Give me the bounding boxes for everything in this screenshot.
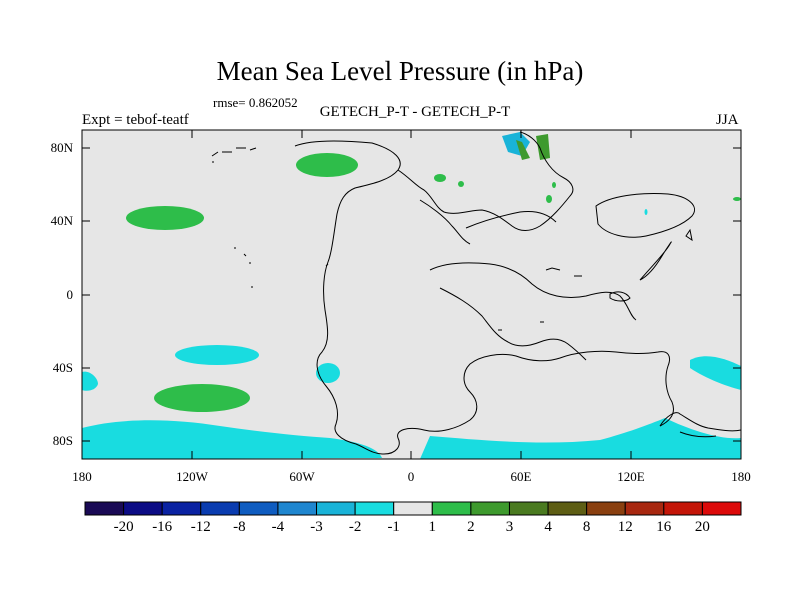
colorbar-label: 8 — [582, 519, 591, 535]
southern-ocean-negative-east — [420, 418, 741, 459]
colorbar-box — [431, 501, 472, 516]
coastline-arctic-dashes — [211, 147, 257, 163]
colorbar-box — [238, 501, 279, 516]
colorbar-label: -2 — [348, 519, 362, 535]
y-tick-label: 80S — [52, 433, 73, 448]
south-atlantic-negative — [316, 363, 340, 383]
season-label: JJA — [716, 112, 739, 128]
colorbar-label: -16 — [152, 519, 173, 535]
x-tick-label: 120E — [617, 469, 645, 484]
southwest-negative-left — [82, 371, 98, 391]
colorbar-label: -8 — [233, 519, 246, 535]
colorbar-label: -4 — [271, 519, 285, 535]
coastline-west — [294, 140, 674, 455]
experiment-label: Expt = tebof-teatf — [82, 112, 189, 128]
colorbar-label: 2 — [467, 519, 475, 535]
coastline-gulf — [419, 199, 471, 245]
colorbar-label: 1 — [428, 519, 437, 535]
y-tick-label: 0 — [66, 287, 74, 302]
colorbar-box — [470, 501, 510, 516]
tick-marks — [81, 130, 742, 459]
colorbar-box — [547, 501, 588, 516]
colorbar-box — [277, 501, 318, 516]
colorbar-box — [663, 501, 703, 516]
colorbar-label: -20 — [113, 519, 134, 535]
coastline-sea-1 — [439, 287, 587, 361]
colorbar-box — [200, 501, 240, 516]
colorbar-label: 4 — [544, 519, 552, 535]
small-positive-4 — [552, 182, 556, 188]
colorbar-label: 20 — [694, 519, 710, 535]
colorbar-label: -1 — [387, 519, 400, 535]
colorbar-box — [84, 501, 125, 516]
colorbar-box — [586, 501, 626, 516]
x-tick-label: 180 — [72, 469, 92, 484]
y-tick-label: 80N — [50, 140, 73, 155]
colorbar-box — [354, 501, 395, 516]
x-tick-label: 60W — [289, 469, 315, 484]
rmse-label: rmse= 0.862052 — [213, 95, 298, 110]
colorbar-box — [701, 501, 742, 516]
colorbar-box — [393, 501, 433, 516]
colorbar-box — [624, 501, 665, 516]
colorbar — [84, 501, 742, 516]
small-positive-1 — [434, 174, 446, 182]
colorbar-label: -12 — [190, 519, 211, 535]
y-tick-label: 40N — [50, 213, 73, 228]
colorbar-box — [508, 501, 549, 516]
colorbar-label: -3 — [310, 519, 323, 535]
colorbar-box — [161, 501, 202, 516]
colorbar-label: 16 — [656, 519, 672, 535]
dataset-label: GETECH_P-T - GETECH_P-T — [319, 104, 511, 120]
arctic-positive — [296, 153, 358, 177]
x-tick-label: 180 — [731, 469, 751, 484]
coastline-south-east-2 — [679, 431, 717, 438]
colorbar-box — [123, 501, 163, 516]
coastline-east-island-1 — [639, 241, 672, 281]
chart-title: Mean Sea Level Pressure (in hPa) — [216, 56, 584, 86]
coastline-north-interior — [397, 131, 574, 231]
coastline-north-east-island — [595, 193, 695, 238]
southern-ocean-negative — [82, 420, 382, 459]
south-pacific-negative — [175, 345, 259, 365]
colorbar-box — [316, 501, 356, 516]
anomaly-shading — [82, 132, 741, 459]
north-pacific-positive — [126, 206, 204, 230]
coastline-south-east — [659, 412, 742, 432]
arctic-positive-east — [536, 134, 550, 160]
coastlines — [211, 131, 742, 455]
coastline-interior-east — [465, 211, 557, 229]
colorbar-label: 3 — [505, 519, 514, 535]
x-tick-label: 120W — [176, 469, 208, 484]
small-positive-2 — [458, 181, 464, 187]
small-positive-5 — [733, 197, 741, 201]
coastline-small-islands — [234, 247, 329, 288]
small-positive-3 — [546, 195, 552, 203]
y-tick-label: 40S — [52, 360, 73, 375]
colorbar-label: 12 — [617, 519, 633, 535]
south-pacific-positive — [154, 384, 250, 412]
small-negative-1 — [644, 209, 648, 215]
arctic-positive-small — [516, 140, 530, 160]
coastline-east-island-3 — [685, 228, 693, 242]
x-tick-label: 0 — [407, 469, 415, 484]
coastline-south-interior — [429, 262, 637, 321]
coastline-east-island-2 — [609, 291, 631, 302]
southern-ocean-negative-right — [690, 356, 741, 390]
coastline-interior-small — [498, 267, 582, 331]
x-tick-label: 60E — [510, 469, 532, 484]
